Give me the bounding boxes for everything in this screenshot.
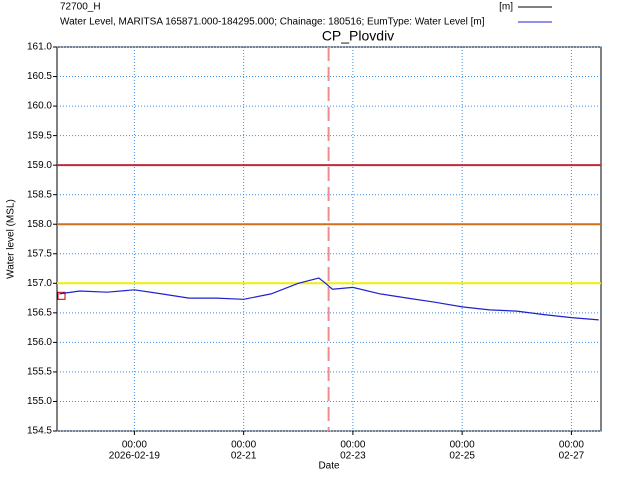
x-axis-label: Date xyxy=(318,461,340,472)
x-tick-label: 00:00 xyxy=(122,440,147,451)
y-tick-label: 155.0 xyxy=(27,396,52,407)
y-tick-label: 159.0 xyxy=(27,160,52,171)
x-tick-label: 00:00 xyxy=(340,440,365,451)
x-tick-label: 02-27 xyxy=(559,451,585,462)
series-line xyxy=(59,277,599,321)
y-tick-label: 157.0 xyxy=(27,278,52,289)
y-tick-label: 156.0 xyxy=(27,337,52,348)
x-tick-label: 02-25 xyxy=(449,451,475,462)
y-tick-label: 161.0 xyxy=(27,42,52,53)
x-tick-label: 00:00 xyxy=(231,440,256,451)
y-tick-label: 158.0 xyxy=(27,219,52,230)
x-tick-label: 00:00 xyxy=(450,440,475,451)
legend-label: Water Level, MARITSA 165871.000-184295.0… xyxy=(60,17,485,28)
y-tick-label: 157.5 xyxy=(27,248,52,259)
y-tick-label: 156.5 xyxy=(27,307,52,318)
x-tick-label: 2026-02-19 xyxy=(109,451,161,462)
y-axis-label: Water level (MSL) xyxy=(6,199,17,279)
y-tick-label: 159.5 xyxy=(27,130,52,141)
y-tick-label: 160.5 xyxy=(27,71,52,82)
x-tick-label: 02-21 xyxy=(231,451,257,462)
y-tick-label: 155.5 xyxy=(27,367,52,378)
legend-label: 72700_H xyxy=(60,2,101,13)
y-tick-label: 158.5 xyxy=(27,189,52,200)
y-tick-label: 160.0 xyxy=(27,101,52,112)
legend-unit: [m] xyxy=(499,2,513,13)
point-marker xyxy=(57,291,66,300)
chart-title: CP_Plovdiv xyxy=(322,28,394,44)
x-tick-label: 02-23 xyxy=(340,451,366,462)
y-tick-label: 154.5 xyxy=(27,426,52,437)
x-tick-label: 00:00 xyxy=(559,440,584,451)
